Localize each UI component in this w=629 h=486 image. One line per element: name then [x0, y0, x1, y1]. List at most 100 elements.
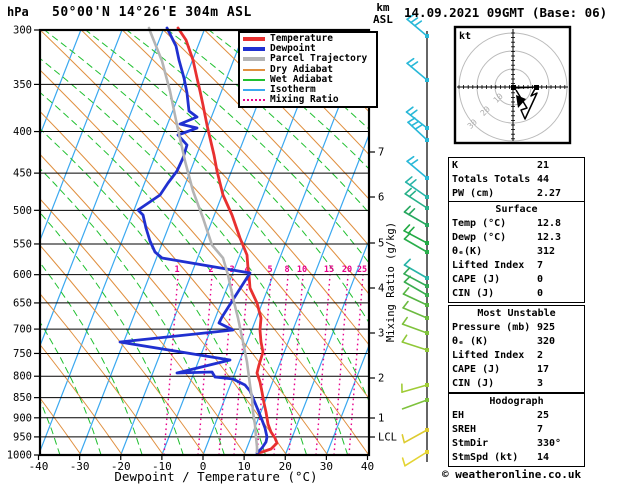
altitude-axis-label: km ASL	[373, 1, 393, 26]
stat-label: StmSpd (kt)	[452, 452, 519, 463]
stat-label: Pressure (mb)	[452, 322, 531, 333]
table-row: Lifted Index 7	[452, 259, 581, 273]
stat-value: 312	[537, 246, 556, 257]
mixing-ratio-line	[163, 274, 179, 455]
wind-barb-staff	[403, 264, 428, 279]
legend: Temperature Dewpoint Parcel Trajectory Dry …	[238, 31, 378, 109]
wind-level-dot	[425, 316, 429, 320]
table-row: Dewp (°C) 12.3	[452, 231, 581, 245]
stat-label: θₑ (K)	[452, 336, 489, 347]
isotherm-line	[40, 30, 82, 137]
mixing-ratio-value: 2	[208, 265, 213, 275]
wind-barb-staff	[401, 341, 428, 351]
wind-barb-staff	[403, 281, 428, 296]
wind-barb-staff	[401, 399, 428, 410]
datetime-label: 14.09.2021 09GMT (Base: 06)	[404, 5, 608, 20]
stat-label: CAPE (J)	[452, 364, 501, 375]
dry-adiabat-line	[40, 244, 205, 455]
temp-tick-label: -10	[152, 460, 172, 473]
pressure-unit-label: hPa	[7, 5, 29, 19]
wind-level-dot	[425, 250, 429, 254]
mixing-ratio-line	[233, 274, 249, 455]
wind-barb-staff	[402, 307, 428, 319]
wind-barb-staff	[403, 272, 428, 287]
wind-barb-staff	[401, 384, 428, 393]
dry-adiabat-line	[40, 153, 288, 455]
wind-barb	[405, 106, 428, 129]
table-row: θₑ(K) 312	[452, 245, 581, 259]
stat-label: SREH	[452, 424, 477, 435]
pressure-tick-label: 350	[13, 79, 32, 91]
wind-barb	[406, 57, 428, 81]
table-row: CAPE (J) 17	[452, 363, 581, 377]
stat-value: 7	[537, 424, 544, 435]
table-row: SREH 7	[452, 423, 581, 437]
legend-item-label: Temperature	[270, 33, 333, 45]
wind-barb-staff	[403, 238, 428, 253]
legend-item-label: Isotherm	[270, 84, 316, 96]
table-row: θₑ (K) 320	[452, 335, 581, 349]
pressure-tick-label: 400	[13, 126, 32, 138]
legend-item: Dry Adiabat	[243, 64, 376, 75]
wind-barb-staff	[403, 429, 428, 444]
wind-level-dot	[425, 138, 429, 142]
wind-barb-tick	[406, 13, 415, 21]
wind-barb-tick	[408, 208, 416, 216]
wind-barb-tick	[402, 287, 410, 295]
wet-adiabat-line	[40, 91, 308, 455]
wind-barb	[401, 429, 428, 444]
wind-barb	[403, 267, 428, 287]
wind-barb-tick	[403, 258, 411, 266]
lcl-label: LCL	[378, 432, 397, 444]
wind-level-dot	[425, 331, 429, 335]
stat-value: 44	[537, 174, 550, 185]
stat-value: 320	[537, 336, 556, 347]
stat-label: θₑ(K)	[452, 246, 483, 257]
parcel-trajectory-swatch	[243, 57, 265, 62]
wind-barb-tick	[407, 117, 416, 124]
pressure-tick-label: 750	[13, 348, 32, 360]
wind-barb	[401, 451, 428, 467]
temperature-curve	[176, 26, 279, 455]
wind-level-dot	[425, 293, 429, 297]
wind-level-dot	[425, 348, 429, 352]
wind-barb-tick	[408, 190, 417, 198]
credit-link[interactable]: © weatheronline.co.uk	[442, 468, 582, 481]
wind-level-dot	[425, 450, 429, 454]
stat-label: CIN (J)	[452, 378, 495, 389]
wind-level-dot	[425, 126, 429, 130]
wind-level-dot	[425, 303, 429, 307]
dewpoint-swatch	[243, 47, 265, 52]
dry-adiabat-line	[40, 69, 369, 455]
stat-label: CIN (J)	[452, 288, 495, 299]
stat-label: Lifted Index	[452, 260, 525, 271]
stat-value: 17	[537, 364, 550, 375]
stat-label: PW (cm)	[452, 188, 495, 199]
temp-tick-label: -40	[29, 460, 49, 473]
wind-barb	[404, 187, 428, 209]
km-tick-label: 7	[378, 147, 384, 159]
wind-barb-staff	[404, 193, 428, 209]
wind-level-dot	[425, 78, 429, 82]
pressure-tick-label: 600	[13, 269, 32, 281]
wind-barb-tick	[410, 61, 419, 68]
wind-barb-tick	[409, 109, 418, 116]
stat-value: 925	[537, 322, 556, 333]
legend-item-label: Mixing Ratio	[270, 94, 339, 106]
stat-value: 7	[537, 260, 544, 271]
wind-barb-tick	[407, 226, 415, 234]
wind-barb-tick	[401, 457, 406, 467]
legend-item: Wet Adiabat	[243, 74, 376, 85]
stat-value: 3	[537, 378, 544, 389]
wind-level-dot	[425, 34, 429, 38]
wind-barb-tick	[406, 155, 415, 163]
pressure-tick-label: 800	[13, 371, 32, 383]
pressure-tick-label: 650	[13, 297, 32, 309]
wind-barb	[401, 399, 428, 410]
wind-barb-tick	[410, 159, 419, 166]
table-row: StmSpd (kt) 14	[452, 451, 581, 465]
wind-barb	[402, 287, 428, 306]
wind-barb-tick	[403, 205, 411, 213]
stat-label: Temp (°C)	[452, 218, 507, 229]
pressure-tick-label: 450	[13, 168, 32, 180]
